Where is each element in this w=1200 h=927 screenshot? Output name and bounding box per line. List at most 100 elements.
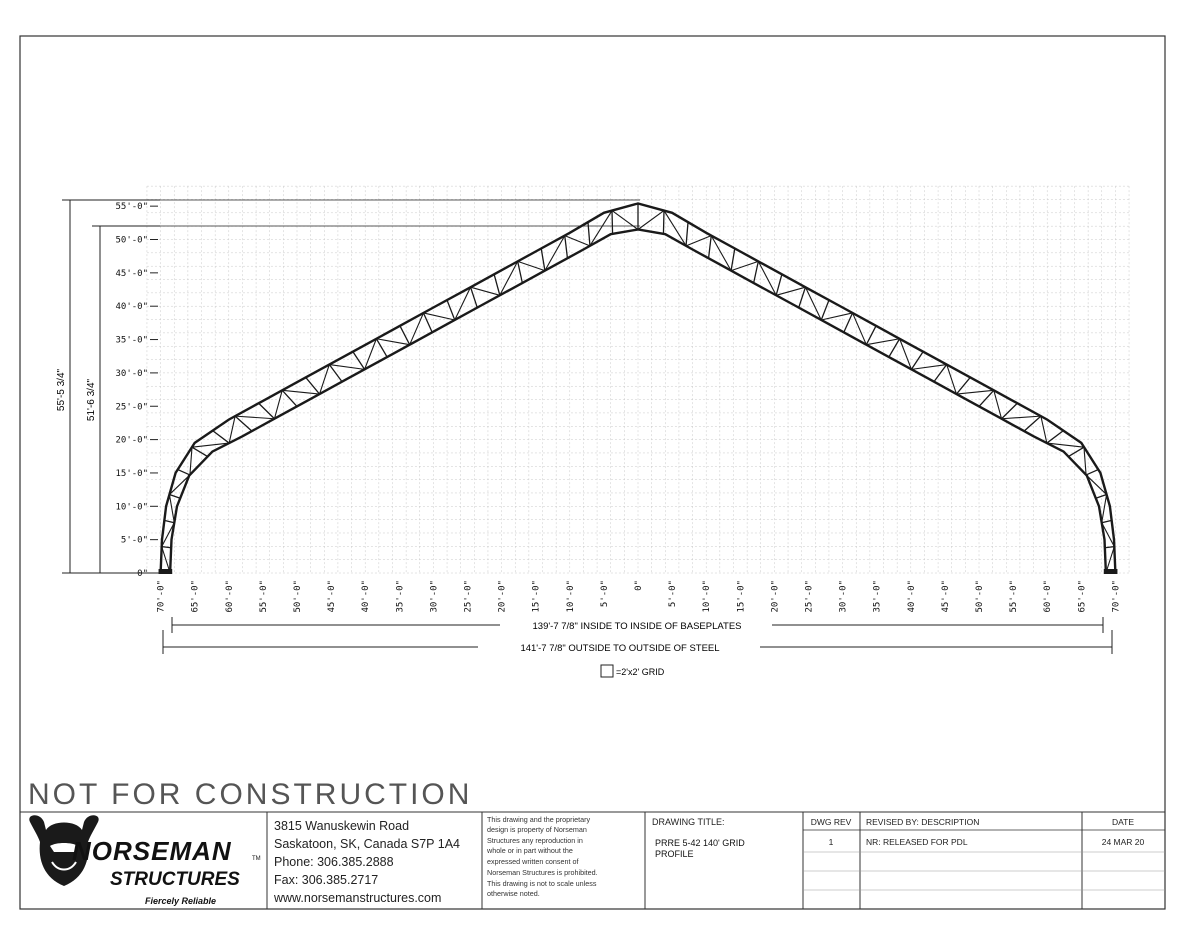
x-tick-label: 20'-0" bbox=[770, 580, 780, 613]
truss-diagonal bbox=[169, 474, 191, 495]
truss-diagonal bbox=[993, 390, 1003, 419]
inside-height-dimension: 51'-6 3/4" bbox=[86, 378, 97, 421]
notice-line: Structures any reproduction in bbox=[487, 836, 583, 845]
truss-vertical bbox=[164, 519, 175, 524]
truss-diagonal bbox=[329, 364, 365, 370]
truss-vertical bbox=[1023, 415, 1042, 432]
x-tick-label: 70'-0" bbox=[1111, 580, 1121, 613]
truss-diagonal bbox=[637, 210, 665, 230]
truss-vertical bbox=[446, 299, 456, 321]
truss-diagonal bbox=[409, 312, 424, 345]
x-tick-label: 10'-0" bbox=[702, 580, 712, 613]
truss-vertical bbox=[305, 377, 321, 395]
truss-diagonal bbox=[852, 312, 867, 345]
y-tick-label: 30'-0" bbox=[115, 369, 148, 379]
rev-value: 1 bbox=[829, 837, 834, 847]
truss-vertical bbox=[399, 325, 411, 345]
truss-diagonal bbox=[757, 261, 777, 296]
truss-diagonal bbox=[1101, 494, 1108, 523]
truss-diagonal bbox=[866, 338, 900, 346]
y-tick-label: 0" bbox=[137, 569, 148, 579]
truss-vertical bbox=[212, 430, 230, 444]
x-tick-label: 35'-0" bbox=[873, 580, 883, 613]
x-tick-label: 15'-0" bbox=[532, 580, 542, 613]
truss-vertical bbox=[234, 415, 253, 432]
truss-diagonal bbox=[189, 447, 193, 475]
truss-diagonal bbox=[282, 389, 320, 395]
x-tick-label: 40'-0" bbox=[361, 580, 371, 613]
truss-diagonal bbox=[423, 312, 455, 321]
norseman-logo: NORSEMAN TM STRUCTURES Fiercely Reliable bbox=[29, 815, 261, 906]
x-tick-label: 60'-0" bbox=[1043, 580, 1053, 613]
truss-diagonal bbox=[228, 416, 236, 444]
x-tick-label: 5'-0" bbox=[668, 580, 678, 607]
x-tick-label: 60'-0" bbox=[225, 580, 235, 613]
truss-diagonal bbox=[191, 442, 230, 448]
x-tick-label: 25'-0" bbox=[805, 580, 815, 613]
y-tick-label: 25'-0" bbox=[115, 402, 148, 412]
truss-diagonal bbox=[517, 260, 546, 272]
drawing-title-line: PROFILE bbox=[655, 849, 694, 859]
truss-vertical bbox=[258, 402, 275, 420]
drawing-title-line: PRRE 5-42 140' GRID bbox=[655, 838, 745, 848]
x-tick-label: 25'-0" bbox=[464, 580, 474, 613]
inside-width-dimension: 139'-7 7/8" INSIDE TO INSIDE OF BASEPLAT… bbox=[533, 621, 742, 632]
fax-number: Fax: 306.385.2717 bbox=[274, 873, 378, 887]
truss-diagonal bbox=[499, 261, 519, 296]
date-value: 24 MAR 20 bbox=[1102, 837, 1145, 847]
truss-diagonal bbox=[564, 235, 591, 247]
truss-diagonal bbox=[710, 235, 732, 271]
truss-vertical bbox=[611, 210, 614, 234]
logo-tagline: Fiercely Reliable bbox=[145, 896, 216, 906]
x-tick-label: 70'-0" bbox=[157, 580, 167, 613]
truss-vertical bbox=[169, 493, 181, 499]
truss-diagonal bbox=[1001, 415, 1041, 420]
x-tick-label: 0" bbox=[634, 580, 644, 591]
grid-legend-swatch bbox=[600, 664, 614, 678]
notice-line: design is property of Norseman bbox=[487, 825, 587, 834]
truss-diagonal bbox=[804, 286, 822, 321]
truss-diagonal bbox=[235, 415, 275, 420]
truss-diagonal bbox=[1040, 416, 1048, 444]
inner-chord bbox=[168, 228, 1108, 574]
truss-vertical bbox=[328, 364, 343, 383]
truss-vertical bbox=[820, 299, 830, 321]
truss-vertical bbox=[888, 338, 901, 358]
truss-vertical bbox=[540, 248, 546, 271]
height-dimensions bbox=[62, 199, 640, 574]
truss-vertical bbox=[1046, 430, 1064, 444]
truss-diagonal bbox=[611, 210, 639, 230]
y-tick-label: 10'-0" bbox=[115, 502, 148, 512]
background-grid bbox=[146, 185, 1130, 574]
logo-subtitle: STRUCTURES bbox=[110, 869, 240, 890]
address-line: Saskatoon, SK, Canada S7P 1A4 bbox=[274, 837, 460, 851]
truss-diagonal bbox=[1101, 522, 1115, 547]
logo-wordmark: NORSEMAN bbox=[72, 836, 232, 866]
truss-vertical bbox=[469, 286, 478, 308]
x-tick-label: 65'-0" bbox=[191, 580, 201, 613]
truss-vertical bbox=[422, 312, 433, 333]
truss-diagonal bbox=[821, 312, 853, 321]
sheet-border bbox=[19, 35, 1166, 910]
truss-diagonal bbox=[899, 338, 912, 370]
truss-vertical bbox=[933, 364, 948, 383]
notice-line: whole or in part without the bbox=[486, 846, 573, 855]
truss-diagonal bbox=[273, 390, 283, 419]
notice-line: This drawing is not to scale unless bbox=[487, 879, 597, 888]
x-tick-label: 65'-0" bbox=[1077, 580, 1087, 613]
notice-line: Norseman Structures is prohibited. bbox=[487, 868, 598, 877]
date-header: DATE bbox=[1112, 817, 1134, 827]
truss-diagonal bbox=[1083, 447, 1087, 475]
x-tick-label: 55'-0" bbox=[259, 580, 269, 613]
x-tick-label: 55'-0" bbox=[1009, 580, 1019, 613]
baseplate bbox=[1103, 569, 1118, 574]
truss-vertical bbox=[1001, 402, 1018, 420]
truss-vertical bbox=[775, 274, 783, 296]
website-link[interactable]: www.norsemanstructures.com bbox=[273, 891, 441, 905]
y-tick-label: 50'-0" bbox=[115, 236, 148, 246]
y-tick-label: 35'-0" bbox=[115, 336, 148, 346]
truss-vertical bbox=[910, 351, 924, 370]
arch-frame-profile bbox=[158, 202, 1118, 574]
description-value: NR: RELEASED FOR PDL bbox=[866, 837, 968, 847]
